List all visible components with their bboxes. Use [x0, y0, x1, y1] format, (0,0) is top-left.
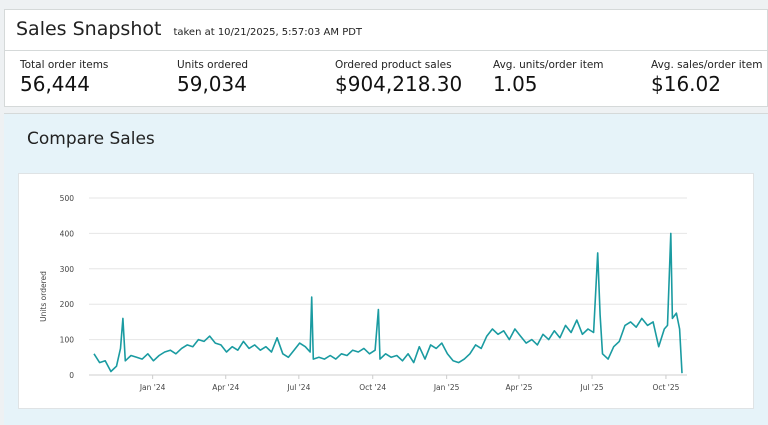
- y-tick-label: 100: [60, 336, 75, 345]
- metric-label: Avg. units/order item: [493, 59, 604, 71]
- x-tick-label: Jan '24: [139, 383, 166, 392]
- metric-value: 56,444: [20, 72, 90, 96]
- metric-label: Units ordered: [177, 59, 249, 71]
- snapshot-title: Sales Snapshot: [16, 18, 162, 40]
- y-axis-label: Units ordered: [39, 271, 48, 322]
- metric-label: Ordered product sales: [335, 59, 452, 71]
- units-ordered-chart: 0 100 200 300 400 500 Jan '24 Apr '24 Jul '24 Oct…: [18, 173, 754, 409]
- metric-label: Avg. sales/order item: [651, 59, 763, 71]
- x-tick-label: Oct '24: [359, 383, 386, 392]
- x-tick-label: Oct '25: [652, 383, 679, 392]
- x-tick-label: Jul '25: [580, 383, 604, 392]
- metric-total-order-items: Total order items 56,444: [20, 59, 108, 96]
- y-tick-label: 300: [60, 265, 75, 274]
- metric-units-ordered: Units ordered 59,034: [177, 59, 248, 96]
- y-tick-label: 0: [69, 371, 74, 380]
- compare-sales-panel: Compare Sales 0 100 200 300 400 500 Jan '24 Apr…: [4, 113, 768, 425]
- x-tick-label: Apr '25: [505, 383, 532, 392]
- metric-value: $904,218.30: [335, 72, 463, 96]
- metric-label: Total order items: [20, 59, 109, 71]
- x-tick-label: Apr '24: [212, 383, 239, 392]
- sales-snapshot-panel: Sales Snapshot taken at 10/21/2025, 5:57…: [4, 9, 768, 107]
- x-tick-label: Jul '24: [286, 383, 310, 392]
- metric-avg-units: Avg. units/order item 1.05: [493, 59, 604, 96]
- metric-ordered-product-sales: Ordered product sales $904,218.30: [335, 59, 462, 96]
- y-tick-label: 500: [60, 194, 75, 203]
- x-tick-label: Jan '25: [433, 383, 460, 392]
- compare-sales-title: Compare Sales: [27, 129, 155, 149]
- y-tick-label: 400: [60, 229, 75, 238]
- metric-value: $16.02: [651, 72, 721, 96]
- metric-value: 59,034: [177, 72, 247, 96]
- chart-svg: 0 100 200 300 400 500 Jan '24 Apr '24 Jul '24 Oct…: [39, 194, 687, 392]
- snapshot-timestamp: taken at 10/21/2025, 5:57:03 AM PDT: [173, 27, 363, 38]
- metric-value: 1.05: [493, 72, 538, 96]
- metric-avg-sales: Avg. sales/order item $16.02: [651, 59, 762, 96]
- snapshot-header: Sales Snapshot taken at 10/21/2025, 5:57…: [5, 10, 767, 51]
- units-ordered-line: [93, 232, 683, 374]
- y-tick-label: 200: [60, 300, 75, 309]
